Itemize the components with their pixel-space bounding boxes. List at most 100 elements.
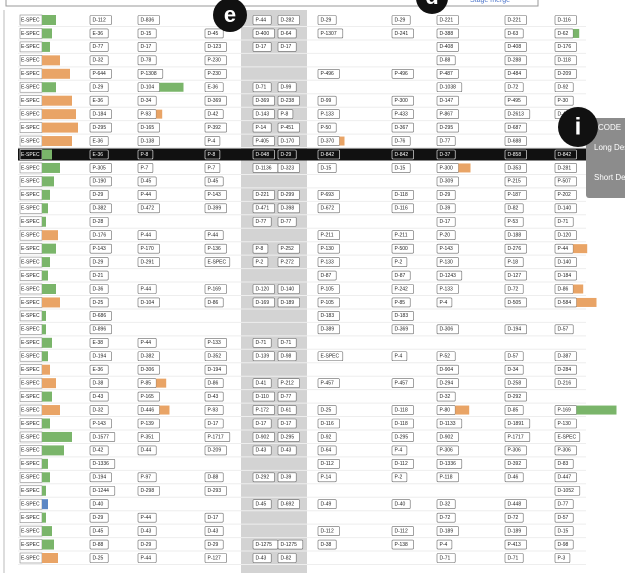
cell-label: D-216 — [558, 380, 572, 386]
cell-box — [277, 257, 300, 267]
cell-label: D-15 — [321, 165, 332, 171]
cell-label: D-45 — [93, 528, 104, 534]
cell-label: P-53 — [508, 219, 519, 225]
cell-label: D-472 — [141, 206, 155, 212]
bar — [42, 41, 50, 52]
cell-label: D-99 — [321, 98, 332, 104]
cell-box — [436, 203, 456, 214]
spec-label: E-SPEC — [21, 300, 40, 306]
cell-box — [391, 122, 414, 133]
cell-box — [317, 284, 340, 294]
cell-label: D-29 — [93, 515, 104, 521]
cell-label: P-80 — [440, 407, 451, 413]
spec-label: E-SPEC — [21, 165, 40, 171]
cell-box — [89, 337, 109, 348]
bar — [42, 539, 54, 550]
cell-box — [204, 512, 224, 523]
cell-box — [89, 190, 109, 200]
cell-label: D-194 — [93, 475, 107, 481]
cell-box — [137, 136, 160, 146]
cell-label: P-202 — [558, 192, 572, 198]
top-bar — [5, 0, 539, 7]
cell-box — [204, 136, 221, 146]
cell-box — [204, 391, 224, 402]
cell-box — [204, 82, 224, 93]
cell-label: P-133 — [321, 259, 335, 265]
cell-box — [391, 230, 414, 240]
bar — [42, 337, 52, 348]
cell-label: D-71 — [256, 340, 267, 346]
cell-label: D-842 — [395, 152, 409, 158]
cell-box — [137, 149, 154, 160]
cell-box — [89, 55, 109, 66]
cell-label: D-61 — [281, 407, 292, 413]
spec-label: E-SPEC — [21, 85, 40, 91]
badge-label: d — [425, 0, 438, 9]
cell-label: D-1133 — [440, 421, 456, 427]
bar — [42, 364, 50, 375]
cell-box — [504, 405, 524, 415]
spec-label: E-SPEC — [21, 421, 40, 427]
cell-label: D-298 — [141, 488, 155, 494]
cell-box — [277, 122, 300, 133]
cell-box — [89, 216, 109, 227]
cell-label: P-451 — [281, 125, 295, 131]
cell-label: P-413 — [508, 542, 522, 548]
bar — [455, 405, 470, 415]
cell-label: P-1717 — [508, 434, 524, 440]
cell-label: D-41 — [256, 380, 267, 386]
cell-box — [204, 472, 224, 483]
cell-box — [252, 499, 272, 510]
cell-box — [504, 512, 524, 523]
cell-label: D-189 — [281, 300, 295, 306]
cell-label: P-44 — [256, 17, 267, 23]
cell-label: D-369 — [208, 98, 222, 104]
cell-label: D-43 — [281, 448, 292, 454]
cell-label: D-15 — [141, 31, 152, 37]
cell-box — [391, 459, 414, 469]
cell-box — [317, 405, 337, 415]
stage-merge-link[interactable]: Stage merge — [470, 0, 510, 4]
cell-box — [252, 149, 275, 160]
spec-label: E-SPEC — [21, 206, 40, 212]
cell-box — [436, 216, 456, 227]
cell-label: P-1717 — [208, 434, 224, 440]
cell-label: P-143 — [93, 421, 107, 427]
cell-label: D-140 — [281, 286, 295, 292]
cell-label: D-49 — [321, 502, 332, 508]
cell-label: D-116 — [395, 206, 408, 212]
cell-box — [436, 69, 459, 79]
cell-label: D-42 — [208, 111, 219, 117]
cell-label: D-110 — [256, 394, 269, 400]
cell-label: D-71 — [558, 219, 569, 225]
cell-label: D-45 — [208, 31, 219, 37]
cell-box — [436, 512, 456, 523]
cell-label: P-52 — [440, 354, 451, 360]
cell-label: D-184 — [93, 111, 107, 117]
cell-box — [252, 95, 275, 106]
cell-label: P-136 — [208, 246, 222, 252]
cell-label: P-8 — [141, 152, 149, 158]
spec-label: E-SPEC — [21, 461, 40, 467]
cell-box — [137, 55, 157, 66]
cell-label: D-77 — [281, 219, 292, 225]
bar — [42, 203, 48, 214]
cell-box — [554, 95, 574, 106]
cell-label: D-183 — [395, 313, 409, 319]
cell-label: D-63 — [508, 31, 519, 37]
cell-label: D-43 — [93, 394, 104, 400]
cell-label: P-85 — [395, 300, 406, 306]
cell-label: D-258 — [508, 380, 522, 386]
spec-label: E-SPEC — [21, 152, 40, 158]
cell-label: D-87 — [321, 273, 332, 279]
cell-label: P-44 — [141, 192, 152, 198]
cell-label: D-39 — [440, 206, 451, 212]
cell-label: D-104 — [141, 85, 155, 91]
cell-box — [204, 351, 227, 362]
cell-box — [317, 109, 340, 119]
cell-box — [137, 230, 157, 240]
bar — [42, 378, 56, 389]
cell-label: D-221 — [440, 17, 454, 23]
cell-label: P-44 — [208, 233, 219, 239]
